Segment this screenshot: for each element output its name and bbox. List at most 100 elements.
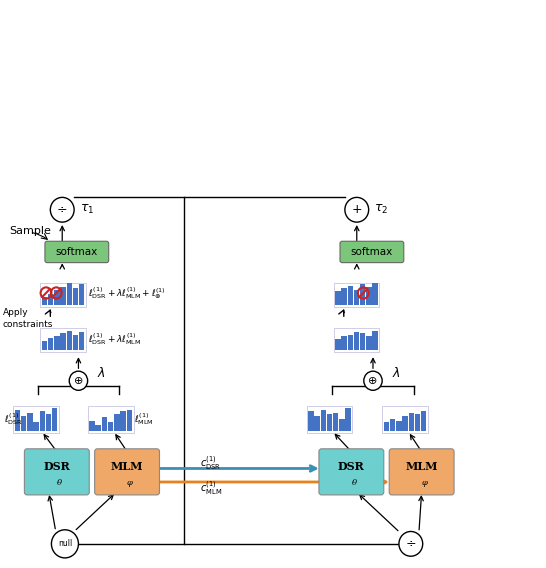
Bar bbox=[46, 414, 51, 431]
Circle shape bbox=[364, 371, 382, 390]
Text: φ: φ bbox=[127, 479, 133, 487]
Bar bbox=[48, 338, 54, 350]
Bar bbox=[41, 341, 47, 350]
Text: $\ell_{\mathrm{DSR}}^{(1)}$: $\ell_{\mathrm{DSR}}^{(1)}$ bbox=[4, 411, 23, 427]
Bar bbox=[89, 420, 94, 431]
Bar bbox=[339, 419, 345, 431]
Bar bbox=[79, 332, 85, 350]
Text: MLM: MLM bbox=[405, 461, 438, 473]
Bar bbox=[73, 289, 78, 306]
Text: DSR: DSR bbox=[338, 461, 365, 473]
Circle shape bbox=[50, 198, 74, 222]
FancyBboxPatch shape bbox=[389, 449, 454, 495]
Text: Sample: Sample bbox=[9, 225, 51, 236]
Bar bbox=[15, 410, 20, 431]
Bar bbox=[390, 419, 395, 431]
Text: softmax: softmax bbox=[56, 247, 98, 257]
Bar bbox=[335, 339, 341, 350]
Bar bbox=[21, 416, 26, 431]
Bar bbox=[73, 335, 78, 350]
Bar bbox=[321, 410, 326, 431]
Bar bbox=[67, 283, 72, 306]
Text: softmax: softmax bbox=[351, 247, 393, 257]
Bar bbox=[27, 413, 33, 431]
Bar bbox=[308, 411, 313, 431]
Circle shape bbox=[69, 371, 87, 390]
Text: DSR: DSR bbox=[44, 461, 70, 473]
Text: $\ell_{\mathrm{MLM}}^{(1)}$: $\ell_{\mathrm{MLM}}^{(1)}$ bbox=[134, 411, 153, 427]
Bar bbox=[348, 286, 353, 306]
FancyBboxPatch shape bbox=[25, 449, 89, 495]
Text: $\tau_2$: $\tau_2$ bbox=[374, 203, 388, 216]
FancyBboxPatch shape bbox=[340, 241, 404, 262]
Bar bbox=[102, 417, 107, 431]
Bar bbox=[341, 336, 347, 350]
Text: $\ell_{\mathrm{DSR}}^{(1)}+\lambda\ell_{\mathrm{MLM}}^{(1)}$: $\ell_{\mathrm{DSR}}^{(1)}+\lambda\ell_{… bbox=[88, 331, 141, 347]
FancyBboxPatch shape bbox=[94, 449, 159, 495]
Bar bbox=[52, 408, 57, 431]
Circle shape bbox=[345, 198, 369, 222]
Bar bbox=[96, 425, 101, 431]
Circle shape bbox=[51, 530, 79, 558]
FancyBboxPatch shape bbox=[45, 241, 109, 262]
Bar bbox=[372, 283, 378, 306]
Bar bbox=[341, 289, 347, 306]
Bar bbox=[314, 416, 320, 431]
Bar bbox=[39, 411, 45, 431]
Text: $\lambda$: $\lambda$ bbox=[392, 366, 401, 380]
Bar bbox=[334, 328, 379, 352]
Bar bbox=[40, 328, 86, 352]
Bar bbox=[61, 287, 66, 306]
Bar bbox=[396, 420, 402, 431]
Bar bbox=[41, 297, 47, 306]
Bar bbox=[61, 333, 66, 350]
Bar bbox=[48, 294, 54, 306]
Text: Apply
constraints: Apply constraints bbox=[3, 308, 53, 329]
Text: ÷: ÷ bbox=[57, 203, 68, 216]
Text: $\tau_1$: $\tau_1$ bbox=[80, 203, 94, 216]
Bar bbox=[13, 407, 59, 433]
Circle shape bbox=[399, 532, 423, 556]
Bar bbox=[334, 283, 379, 307]
Text: $c_{\mathrm{DSR}}^{(1)}$: $c_{\mathrm{DSR}}^{(1)}$ bbox=[200, 454, 222, 472]
Bar bbox=[33, 422, 39, 431]
Bar bbox=[382, 407, 428, 433]
Text: φ: φ bbox=[422, 479, 428, 487]
Text: MLM: MLM bbox=[111, 461, 144, 473]
Bar bbox=[402, 416, 408, 431]
Bar bbox=[40, 283, 86, 307]
Text: $\ell_{\mathrm{DSR}}^{(1)}+\lambda\ell_{\mathrm{MLM}}^{(1)}+\ell_{\otimes}^{(1)}: $\ell_{\mathrm{DSR}}^{(1)}+\lambda\ell_{… bbox=[88, 285, 166, 301]
Bar bbox=[360, 284, 365, 306]
Bar bbox=[354, 290, 359, 306]
Text: $c_{\mathrm{MLM}}^{(1)}$: $c_{\mathrm{MLM}}^{(1)}$ bbox=[200, 479, 222, 496]
Bar bbox=[114, 414, 120, 431]
Text: $\lambda$: $\lambda$ bbox=[97, 366, 106, 380]
Bar bbox=[54, 336, 60, 350]
Text: +: + bbox=[352, 203, 362, 216]
Bar bbox=[360, 333, 365, 350]
Bar bbox=[421, 411, 426, 431]
Bar bbox=[384, 422, 389, 431]
Text: ÷: ÷ bbox=[406, 537, 416, 550]
Bar bbox=[108, 422, 114, 431]
Bar bbox=[87, 407, 134, 433]
Bar bbox=[127, 410, 132, 431]
Bar bbox=[354, 332, 359, 350]
Bar bbox=[67, 331, 72, 350]
Bar bbox=[366, 336, 372, 350]
FancyBboxPatch shape bbox=[319, 449, 384, 495]
Bar bbox=[348, 335, 353, 350]
Bar bbox=[306, 407, 353, 433]
Text: θ: θ bbox=[352, 479, 357, 487]
Bar bbox=[79, 284, 85, 306]
Text: θ: θ bbox=[57, 479, 62, 487]
Bar bbox=[335, 291, 341, 306]
Text: null: null bbox=[58, 540, 72, 548]
Bar bbox=[346, 408, 351, 431]
Bar bbox=[408, 413, 414, 431]
Bar bbox=[366, 287, 372, 306]
Bar bbox=[120, 411, 126, 431]
Text: ⊕: ⊕ bbox=[74, 376, 83, 386]
Bar bbox=[372, 331, 378, 350]
Bar bbox=[54, 290, 60, 306]
